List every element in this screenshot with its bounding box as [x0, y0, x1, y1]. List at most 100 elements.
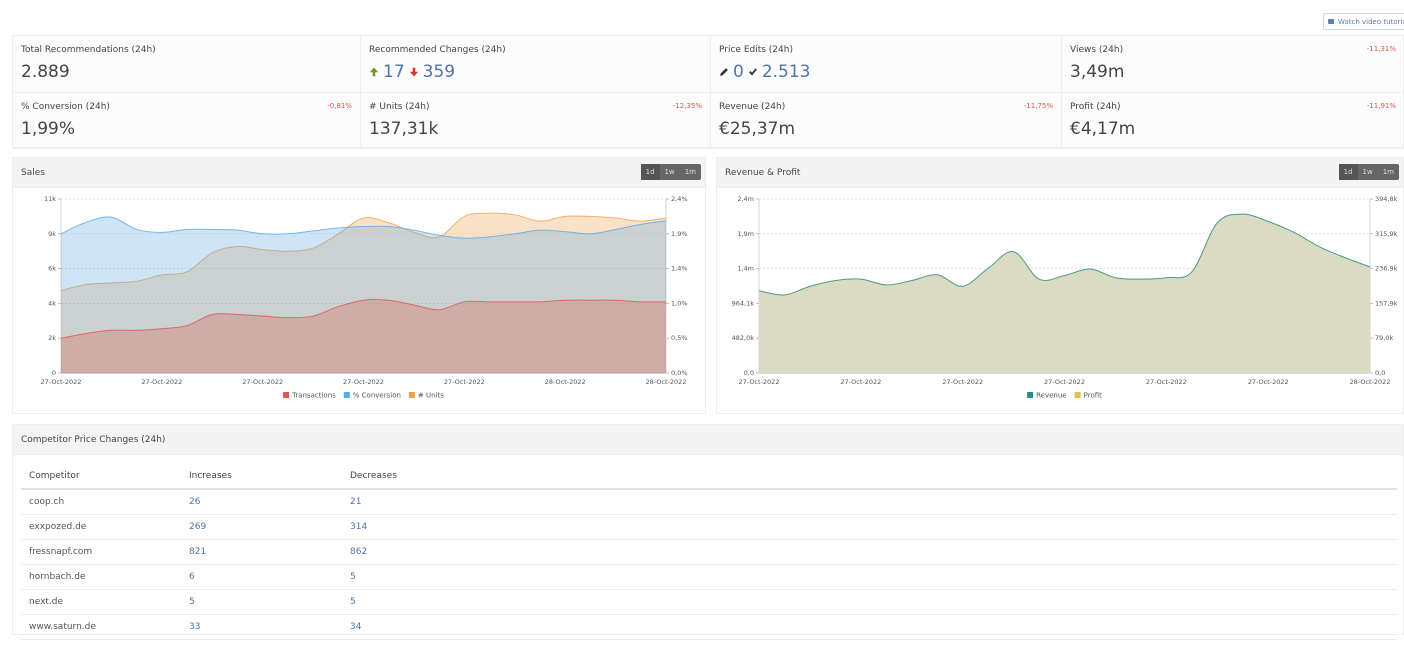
- kpi-down: 359: [422, 62, 456, 82]
- y-tick-label: 0,0%: [671, 369, 688, 377]
- range-button[interactable]: 1w: [664, 168, 675, 176]
- competitor-cell: hornbach.de: [21, 564, 181, 590]
- legend-swatch: [343, 392, 350, 398]
- panel-header: Sales 1d 1w 1m: [13, 158, 705, 188]
- icon: [748, 68, 757, 76]
- tutorial-button[interactable]: Watch video tutorial: [1323, 13, 1404, 30]
- x-tick-label: 27-Oct-2022: [41, 378, 82, 386]
- icon-shape: [409, 67, 418, 77]
- range-button[interactable]: 1m: [1382, 168, 1394, 176]
- range-button[interactable]: 1d: [1338, 164, 1358, 180]
- range-button[interactable]: 1d: [640, 164, 660, 180]
- area-line: [60, 212, 667, 292]
- x-tick-label: 27-Oct-2022: [942, 378, 983, 386]
- count-cell: 33: [181, 614, 342, 640]
- kpi-change: -11,75%: [1023, 102, 1053, 110]
- legend-label: % Conversion: [353, 392, 401, 400]
- x-tick-label: 28-Oct-2022: [545, 378, 586, 386]
- y-tick-label: 9k: [48, 230, 56, 238]
- kpi-value: €25,37m: [719, 119, 795, 139]
- y-tick-label: 0,0: [1375, 369, 1385, 377]
- table-row: hornbach.de 6 5: [21, 564, 1397, 590]
- kpi-value: €4,17m: [1070, 119, 1135, 139]
- kpi-up: 17: [383, 62, 405, 82]
- legend-swatch: [408, 392, 415, 398]
- x-tick-label: 27-Oct-2022: [1248, 378, 1289, 386]
- kpi-value: 137,31k: [369, 119, 438, 139]
- x-tick-label: 27-Oct-2022: [840, 378, 881, 386]
- kpi-value: 0 2.513: [719, 62, 811, 82]
- count-cell: 6: [181, 564, 342, 590]
- x-tick-label: 27-Oct-2022: [739, 378, 780, 386]
- competitor-cell: coop.ch: [21, 489, 181, 515]
- y-tick-label: 4k: [48, 299, 56, 307]
- kpi-number: 3,49m: [1070, 62, 1125, 82]
- chart: 0 2k 4k 6k 9k 11k 0,0% 0,5% 1,0% 1,4% 1,9% 2,4% 27-O…: [41, 195, 688, 400]
- kpi-title: Recommended Changes (24h): [369, 45, 506, 55]
- kpi-grid: Total Recommendations (24h) 2.889 Recommen…: [12, 35, 1404, 149]
- area-line: [60, 216, 667, 239]
- kpi-edited: 0: [733, 62, 744, 82]
- area-fill: [759, 214, 1370, 373]
- kpi-title: Revenue (24h): [719, 102, 786, 112]
- y-tick-label: 1,4%: [671, 265, 688, 273]
- kpi-title: % Conversion (24h): [21, 102, 110, 112]
- panel-header: Revenue & Profit 1d 1w 1m: [717, 158, 1403, 188]
- legend-label: Revenue: [1036, 392, 1067, 400]
- panel-header: Competitor Price Changes (24h): [13, 425, 1403, 455]
- area-line: [758, 213, 1371, 296]
- y-tick-label: 0,5%: [671, 334, 688, 342]
- kpi-number: 137,31k: [369, 119, 439, 139]
- column-header: Competitor: [21, 463, 181, 490]
- legend-swatch: [1074, 392, 1081, 398]
- x-tick-label: 27-Oct-2022: [1146, 378, 1187, 386]
- range-button[interactable]: 1m: [684, 168, 696, 176]
- area-line: [60, 299, 667, 339]
- kpi-card: % Conversion (24h) 1,99% -0,81%: [13, 93, 361, 149]
- count-cell: 5: [181, 589, 342, 615]
- kpi-title: # Units (24h): [369, 102, 430, 112]
- x-tick-label: 27-Oct-2022: [1044, 378, 1085, 386]
- competitor-panel: Competitor Price Changes (24h) Competito…: [12, 424, 1404, 640]
- area-fill: [61, 299, 666, 373]
- kpi-change: -11,31%: [1366, 45, 1396, 53]
- count-cell: 862: [342, 539, 1397, 565]
- x-tick-label: 28-Oct-2022: [646, 378, 687, 386]
- table-row: www.saturn.de 33 34: [21, 614, 1397, 640]
- kpi-card: # Units (24h) 137,31k -12,35%: [361, 93, 711, 149]
- competitor-cell: next.de: [21, 589, 181, 615]
- range-buttons: 1d 1w 1m: [640, 164, 701, 180]
- area-fill: [61, 216, 666, 373]
- competitor-table: Competitor Increases Decreases coop.ch 26 21 e…: [21, 463, 1397, 640]
- x-tick-label: 27-Oct-2022: [343, 378, 384, 386]
- panel-title: Sales: [21, 168, 45, 178]
- kpi-value: 2.889: [21, 62, 70, 82]
- kpi-title: Profit (24h): [1070, 102, 1121, 112]
- competitor-cell: exxpozed.de: [21, 514, 181, 540]
- icon-shape: [720, 68, 728, 76]
- y-tick-label: 1,0%: [671, 299, 688, 307]
- range-button[interactable]: 1w: [1362, 168, 1373, 176]
- legend-label: Transactions: [291, 392, 336, 400]
- y-tick-label: 79,0k: [1375, 334, 1393, 342]
- x-tick-label: 28-Oct-2022: [1350, 378, 1391, 386]
- y-tick-label: 482,0k: [732, 334, 755, 342]
- kpi-card: Price Edits (24h) 0 2.513: [711, 36, 1062, 93]
- kpi-title: Total Recommendations (24h): [21, 45, 156, 55]
- y-tick-label: 1,9m: [737, 230, 754, 238]
- kpi-change: -0,81%: [327, 102, 352, 110]
- count-cell: 5: [342, 589, 1397, 615]
- legend-label: Profit: [1084, 392, 1103, 400]
- kpi-number: €25,37m: [719, 119, 796, 139]
- y-tick-label: 2,4%: [671, 195, 688, 203]
- icon: [720, 68, 728, 76]
- count-cell: 5: [342, 564, 1397, 590]
- y-tick-label: 964,1k: [732, 299, 755, 307]
- y-tick-label: 394,8k: [1375, 195, 1398, 203]
- y-tick-label: 0: [52, 369, 56, 377]
- sales-panel: Sales 1d 1w 1m 0 2k 4k 6k 9k 11k 0,0% 0,5% 1,0% 1,4% 1…: [12, 157, 706, 414]
- icon: [409, 67, 418, 77]
- competitor-cell: fressnapf.com: [21, 539, 181, 565]
- y-tick-label: 236,9k: [1375, 265, 1398, 273]
